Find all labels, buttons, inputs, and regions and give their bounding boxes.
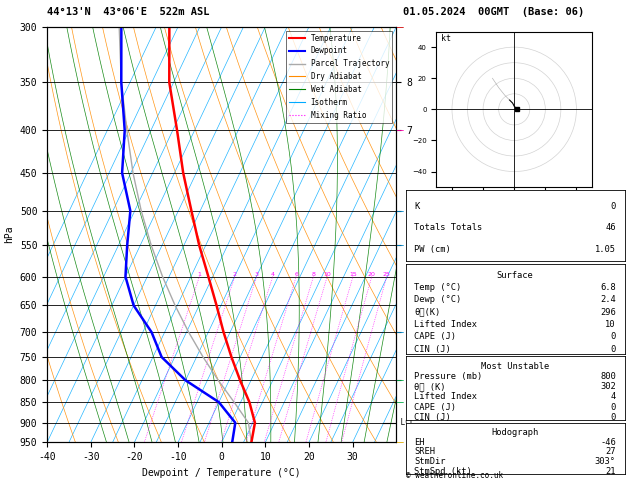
X-axis label: Dewpoint / Temperature (°C): Dewpoint / Temperature (°C) [142,468,301,478]
Y-axis label: km
ASL: km ASL [418,226,439,243]
Text: 6: 6 [294,272,298,277]
Text: -46: -46 [600,438,616,447]
Text: CAPE (J): CAPE (J) [415,332,457,341]
Text: 6.8: 6.8 [600,283,616,292]
Text: CAPE (J): CAPE (J) [415,402,457,412]
Text: –: – [397,240,404,250]
Text: Lifted Index: Lifted Index [415,392,477,401]
Text: Temp (°C): Temp (°C) [415,283,462,292]
Text: θᴇ (K): θᴇ (K) [415,382,446,391]
Text: 2: 2 [233,272,237,277]
Text: –: – [397,375,404,385]
Text: –: – [397,125,404,136]
Text: 1.05: 1.05 [595,245,616,254]
Text: 10: 10 [323,272,331,277]
Text: 303°: 303° [595,457,616,466]
Text: StmSpd (kt): StmSpd (kt) [415,467,472,476]
Text: 01.05.2024  00GMT  (Base: 06): 01.05.2024 00GMT (Base: 06) [403,7,584,17]
Text: PW (cm): PW (cm) [415,245,451,254]
Y-axis label: hPa: hPa [4,226,14,243]
Text: Most Unstable: Most Unstable [481,362,549,371]
Text: 2.4: 2.4 [600,295,616,304]
Text: CIN (J): CIN (J) [415,413,451,422]
Text: 20: 20 [368,272,376,277]
Text: StmDir: StmDir [415,457,446,466]
Text: 0: 0 [611,345,616,354]
Text: 0: 0 [611,202,616,210]
Text: 25: 25 [383,272,391,277]
Text: 10: 10 [605,320,616,329]
Text: Dewp (°C): Dewp (°C) [415,295,462,304]
Text: © weatheronline.co.uk: © weatheronline.co.uk [406,471,503,480]
Text: Hodograph: Hodograph [491,428,539,437]
Text: Pressure (mb): Pressure (mb) [415,372,482,381]
Text: 8: 8 [311,272,315,277]
Text: 302: 302 [600,382,616,391]
Text: –: – [397,397,404,407]
Text: 0: 0 [611,413,616,422]
Text: 800: 800 [600,372,616,381]
Legend: Temperature, Dewpoint, Parcel Trajectory, Dry Adiabat, Wet Adiabat, Isotherm, Mi: Temperature, Dewpoint, Parcel Trajectory… [286,31,392,122]
Text: EH: EH [415,438,425,447]
Text: 27: 27 [605,448,616,456]
Text: Lifted Index: Lifted Index [415,320,477,329]
Text: –: – [397,22,404,32]
Text: –: – [397,437,404,447]
Text: 21: 21 [605,467,616,476]
Text: 4: 4 [611,392,616,401]
Text: 296: 296 [600,308,616,316]
Text: 0: 0 [611,332,616,341]
Text: 4: 4 [270,272,275,277]
Text: 46: 46 [605,224,616,232]
Text: 0: 0 [611,402,616,412]
Text: K: K [415,202,420,210]
Text: 1: 1 [198,272,201,277]
Text: 3: 3 [255,272,259,277]
Text: θᴇ(K): θᴇ(K) [415,308,441,316]
Text: Surface: Surface [497,271,533,279]
Text: Totals Totals: Totals Totals [415,224,482,232]
Text: kt: kt [441,34,451,43]
Text: 44°13'N  43°06'E  522m ASL: 44°13'N 43°06'E 522m ASL [47,7,209,17]
Text: LCL: LCL [396,418,415,427]
Text: –: – [397,327,404,337]
Text: 15: 15 [349,272,357,277]
Text: CIN (J): CIN (J) [415,345,451,354]
Text: SREH: SREH [415,448,435,456]
Text: –: – [397,206,404,216]
